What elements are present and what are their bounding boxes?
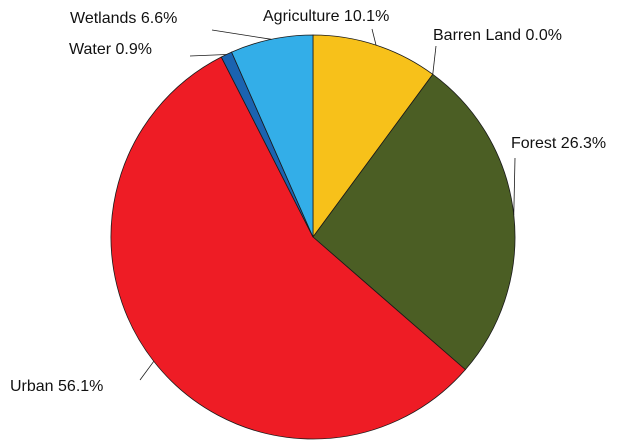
label-agriculture: Agriculture 10.1% <box>263 8 389 25</box>
slice-forest <box>312 73 516 371</box>
leader-urban <box>139 361 155 381</box>
slice-agriculture <box>312 34 434 239</box>
label-barren-land: Barren Land 0.0% <box>433 27 562 44</box>
leader-barren-land <box>432 45 437 75</box>
pie-slices <box>110 34 516 440</box>
leader-water <box>189 54 227 57</box>
leader-agriculture <box>371 28 377 46</box>
label-forest: Forest 26.3% <box>511 135 606 152</box>
label-leaders <box>139 28 516 381</box>
slice-urban <box>110 56 466 440</box>
slice-labels: Agriculture 10.1% Barren Land 0.0% Fores… <box>10 8 606 395</box>
label-wetlands: Wetlands 6.6% <box>70 10 177 27</box>
leader-wetlands <box>211 29 272 40</box>
leader-forest <box>513 157 516 215</box>
label-urban: Urban 56.1% <box>10 378 103 395</box>
label-water: Water 0.9% <box>69 41 152 58</box>
